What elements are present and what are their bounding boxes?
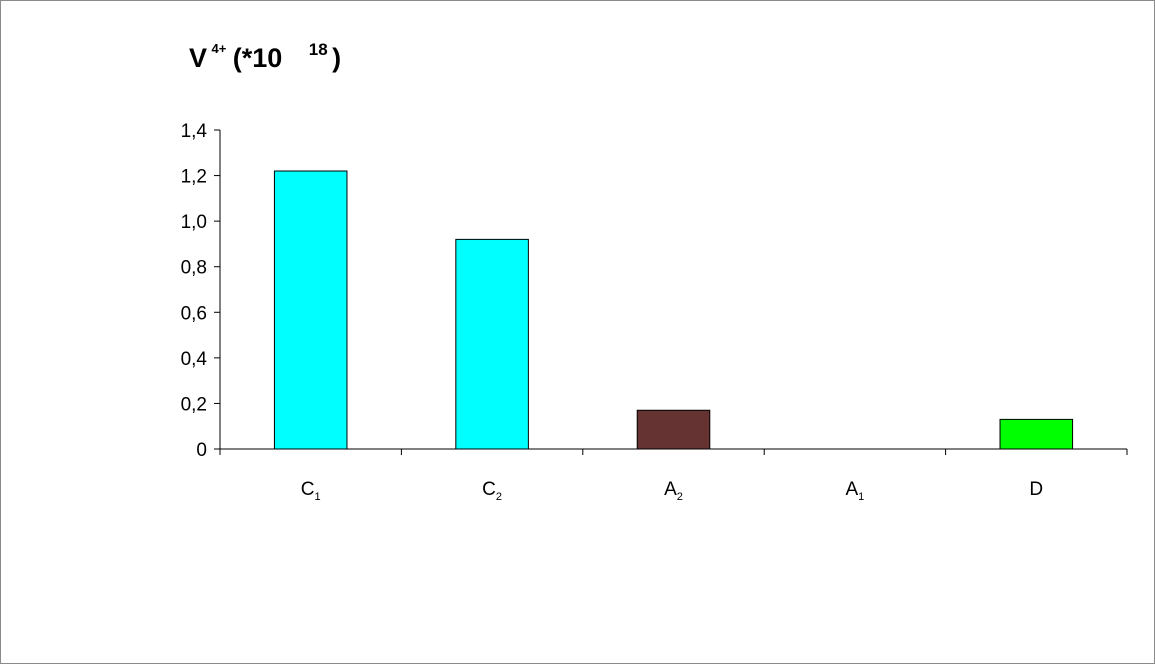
x-tick-label: A2 (664, 479, 683, 503)
bar (273, 170, 348, 450)
y-tick-label: 0,8 (181, 258, 207, 279)
chart-title: V 4+ (*10 18 ) (189, 40, 341, 73)
x-tick-label-base: C (482, 479, 496, 500)
x-tick-label-base: C (301, 479, 315, 500)
bars (273, 170, 1074, 450)
x-tick-label-sub: 2 (496, 491, 502, 503)
bar (999, 418, 1074, 450)
x-tick-label-sub: 1 (315, 491, 321, 503)
y-tick-label: 0 (196, 440, 207, 461)
x-tick-label-base: A (845, 479, 858, 500)
x-tick-label: C2 (482, 479, 502, 503)
bar (455, 238, 529, 450)
x-tick-label-base: A (664, 479, 677, 500)
y-tick-label: 0,6 (181, 303, 207, 324)
y-tick-label: 1,0 (181, 212, 207, 233)
x-tick-label: C1 (301, 479, 321, 503)
bar (636, 409, 711, 450)
title-sup2: 18 (309, 40, 328, 59)
y-axis: 0 0,2 0,4 0,6 0,8 1,0 1,2 1,4 (181, 121, 221, 461)
x-axis: C1 C2 A2 A1 D (219, 448, 1128, 503)
title-end: ) (332, 43, 341, 73)
x-tick-label: D (1029, 479, 1043, 500)
y-tick-label: 1,4 (181, 121, 208, 142)
title-mid: (*10 (233, 43, 283, 73)
y-tick-label: 1,2 (181, 167, 207, 188)
y-tick-label: 0,2 (181, 394, 207, 415)
x-tick-label-sub: 2 (677, 491, 683, 503)
x-tick-label-sub: 1 (858, 491, 864, 503)
title-sup: 4+ (211, 41, 226, 56)
x-tick-label: A1 (845, 479, 864, 503)
x-tick-label-base: D (1029, 479, 1043, 500)
y-tick-label: 0,4 (181, 349, 208, 370)
title-base: V (189, 43, 207, 73)
